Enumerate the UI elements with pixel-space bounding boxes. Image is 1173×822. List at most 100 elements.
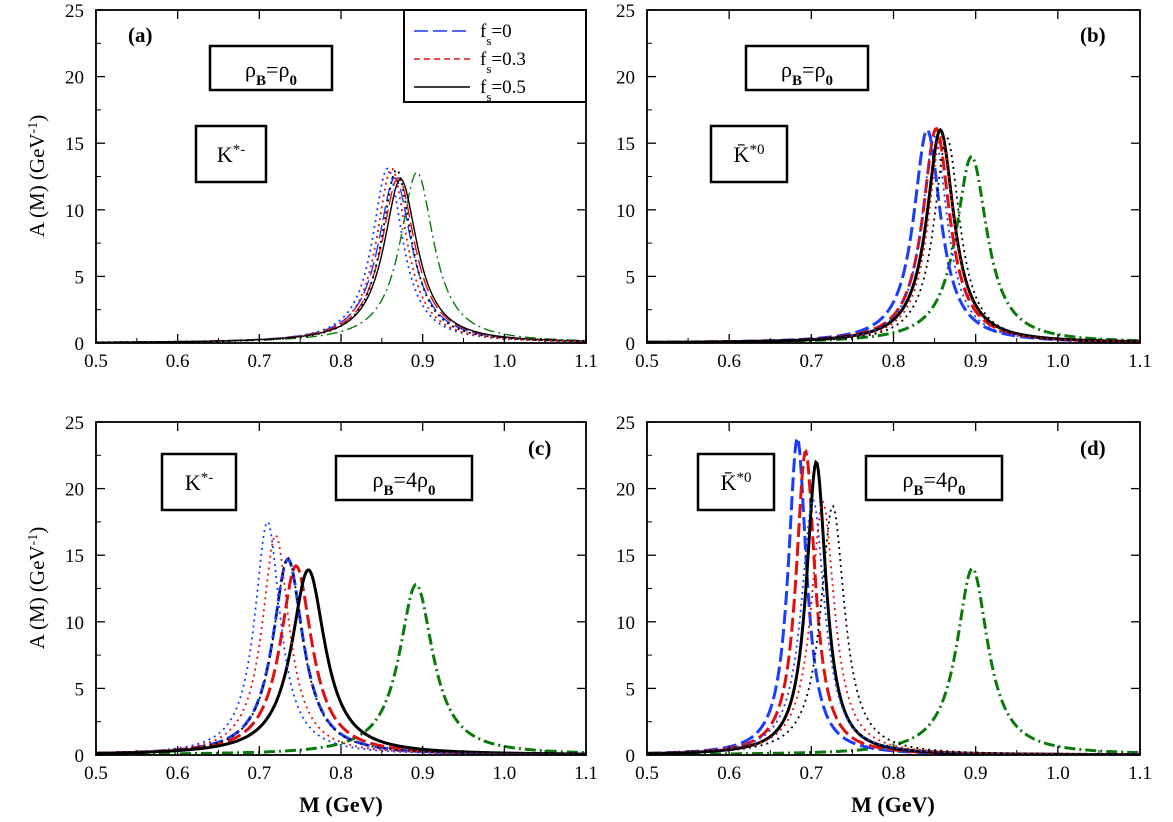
x-tick-label: 0.6 — [166, 763, 190, 784]
x-tick-label: 0.6 — [166, 351, 190, 372]
panel-a-density-label: ρB=ρ0 — [245, 57, 297, 89]
panel-a-meson-box: K*- — [194, 124, 268, 184]
panel-b-density-label: ρB=ρ0 — [781, 57, 833, 89]
x-tick-label: 1.1 — [574, 351, 598, 372]
y-tick-label: 25 — [616, 1, 635, 22]
x-tick-label: 0.7 — [247, 351, 271, 372]
series-curve-dash-dot — [96, 582, 586, 755]
x-tick-label: 1.1 — [1128, 351, 1152, 372]
series-curve-dot — [647, 504, 1140, 755]
x-tick-label: 0.8 — [329, 351, 353, 372]
panel-d-density-label: ρB=4ρ0 — [903, 467, 966, 499]
x-tick-label: 0.5 — [84, 763, 108, 784]
x-tick-label: 0.5 — [635, 351, 659, 372]
y-tick-label: 0 — [626, 334, 636, 355]
series-curve-dash — [96, 177, 586, 343]
panel-d-xlabel: M (GeV) — [851, 792, 935, 817]
panel-d-ticks: 0.5 0.6 0.7 0.8 0.9 1.0 1.1 0 5 10 15 20 25 — [616, 413, 1152, 784]
panel-c-ylabel: A (M) (GeV-1) — [25, 527, 49, 649]
panel-d-meson-box: K̄*0 — [696, 452, 776, 512]
y-tick-label: 20 — [616, 480, 635, 501]
y-tick-label: 15 — [616, 546, 635, 567]
x-tick-label: 1.0 — [492, 763, 516, 784]
panel-a-ticks: 0.5 0.6 0.7 0.8 0.9 1.0 1.1 0 5 10 15 20 25 — [65, 1, 598, 372]
series-curve-dot — [647, 498, 1140, 755]
legend-label-fs03: fs=0.3 — [480, 49, 526, 76]
panel-d-meson-label: K̄*0 — [721, 470, 752, 495]
series-curve-dash — [96, 564, 586, 755]
panel-d: 0.5 0.6 0.7 0.8 0.9 1.0 1.1 0 5 10 15 20 25 (d) ρB=4… — [616, 413, 1152, 817]
y-tick-label: 20 — [616, 68, 635, 89]
panel-c-density-label: ρB=4ρ0 — [373, 467, 436, 499]
y-tick-label: 5 — [626, 267, 636, 288]
panel-a-ylabel: A (M) (GeV-1) — [25, 115, 49, 237]
y-tick-label: 15 — [65, 134, 84, 155]
panel-c: 0.5 0.6 0.7 0.8 0.9 1.0 1.1 0 5 10 15 20 25 (c) ρB=4… — [25, 413, 598, 817]
x-tick-label: 1.0 — [492, 351, 516, 372]
legend-label-fs05: fs=0.5 — [480, 77, 526, 104]
x-tick-label: 0.6 — [717, 351, 741, 372]
series-curve-dash — [96, 177, 586, 343]
legend-label-fs0: fs=0 — [480, 21, 512, 48]
y-tick-label: 20 — [65, 480, 84, 501]
series-curve-dash-dot — [647, 566, 1140, 755]
x-tick-label: 1.1 — [574, 763, 598, 784]
y-tick-label: 5 — [626, 679, 636, 700]
y-tick-label: 25 — [65, 1, 84, 22]
x-tick-label: 0.8 — [882, 351, 906, 372]
x-tick-label: 0.7 — [247, 763, 271, 784]
panel-c-ticks: 0.5 0.6 0.7 0.8 0.9 1.0 1.1 0 5 10 15 20 25 — [65, 413, 598, 784]
panel-d-density-box: ρB=4ρ0 — [864, 454, 1004, 502]
panel-b-tag: (b) — [1080, 23, 1106, 47]
series-curve-dash-dot — [96, 171, 586, 343]
x-tick-label: 0.8 — [882, 763, 906, 784]
y-tick-label: 20 — [65, 68, 84, 89]
panel-d-tag: (d) — [1080, 436, 1106, 460]
panel-c-curves — [96, 520, 586, 755]
series-curve-dash-dot — [647, 154, 1140, 343]
y-tick-label: 10 — [616, 201, 635, 222]
panel-a-density-box: ρB=ρ0 — [208, 44, 334, 92]
y-tick-label: 10 — [616, 613, 635, 634]
panel-a-curves — [96, 167, 586, 343]
y-tick-label: 15 — [616, 134, 635, 155]
legend: fs=0 fs=0.3 fs=0.5 — [403, 9, 587, 104]
panel-b-ticks: 0.5 0.6 0.7 0.8 0.9 1.0 1.1 0 5 10 15 20 25 — [616, 1, 1152, 372]
panel-b: 0.5 0.6 0.7 0.8 0.9 1.0 1.1 0 5 10 15 20 25 (b) ρB=ρ… — [616, 1, 1152, 372]
x-tick-label: 0.9 — [964, 351, 988, 372]
x-tick-label: 1.0 — [1046, 351, 1070, 372]
series-curve-solid — [96, 178, 586, 343]
y-tick-label: 25 — [65, 413, 84, 434]
y-tick-label: 5 — [75, 267, 85, 288]
panel-b-meson-label: K̄*0 — [734, 142, 765, 167]
y-tick-label: 0 — [75, 334, 85, 355]
series-curve-dot — [96, 167, 586, 343]
panel-c-xlabel: M (GeV) — [299, 792, 383, 817]
y-tick-label: 15 — [65, 546, 84, 567]
x-tick-label: 0.5 — [84, 351, 108, 372]
panel-b-meson-box: K̄*0 — [709, 124, 789, 184]
x-tick-label: 0.8 — [329, 763, 353, 784]
panel-a: 0.5 0.6 0.7 0.8 0.9 1.0 1.1 0 5 10 15 20 25 (a) ρB=ρ… — [25, 1, 598, 372]
series-curve-dot — [647, 500, 1140, 755]
series-curve-dot — [96, 167, 586, 343]
series-curve-dot — [96, 168, 586, 343]
x-tick-label: 0.9 — [411, 763, 435, 784]
panel-c-meson-label: K*- — [185, 470, 213, 495]
y-tick-label: 10 — [65, 201, 84, 222]
panel-c-density-box: ρB=4ρ0 — [334, 454, 474, 502]
x-tick-label: 1.1 — [1128, 763, 1152, 784]
series-curve-dot — [96, 534, 586, 755]
panel-b-density-box: ρB=ρ0 — [744, 44, 870, 92]
panel-a-meson-label: K*- — [217, 142, 245, 167]
panel-c-tag: (c) — [528, 436, 551, 460]
series-curve-dot — [96, 520, 586, 755]
x-tick-label: 1.0 — [1046, 763, 1070, 784]
x-tick-label: 0.9 — [411, 351, 435, 372]
y-tick-label: 25 — [616, 413, 635, 434]
x-tick-label: 0.6 — [717, 763, 741, 784]
y-tick-label: 10 — [65, 613, 84, 634]
x-tick-label: 0.5 — [635, 763, 659, 784]
y-tick-label: 0 — [75, 746, 85, 767]
